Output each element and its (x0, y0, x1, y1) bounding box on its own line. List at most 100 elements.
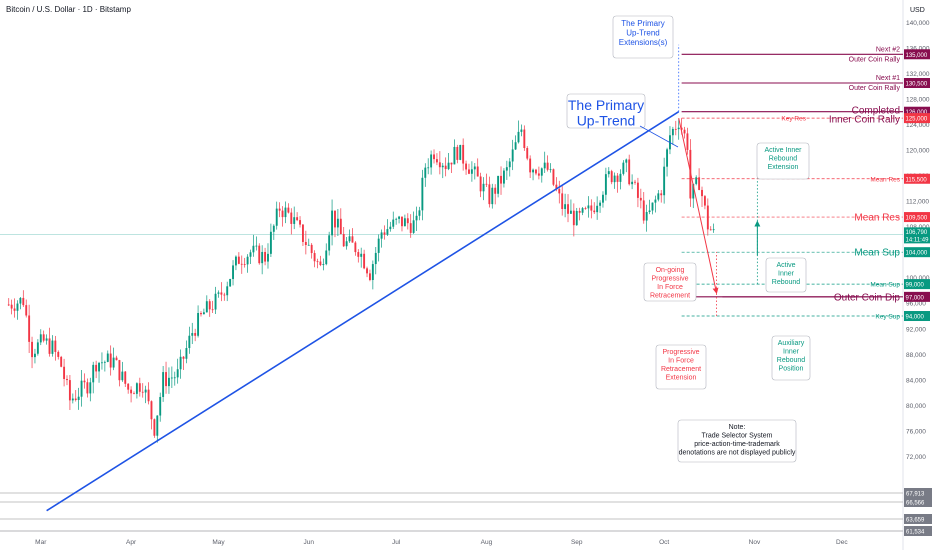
candle-body (293, 217, 296, 224)
primary-uptrend-callout-text: Up-Trend (577, 113, 636, 129)
candle-body (36, 342, 39, 354)
candle-body (162, 372, 165, 397)
candle-body (523, 129, 526, 149)
bottom-level-tag (904, 497, 932, 507)
active-inner-ext-callout-text: Extension (768, 164, 799, 171)
candle-body (77, 396, 80, 401)
candle-body (470, 169, 473, 174)
y-tick-label: 92,000 (906, 326, 926, 333)
candle-body (520, 129, 523, 132)
candle-body (98, 362, 100, 372)
candle-body (398, 216, 401, 219)
retracement-ext-callout-box (655, 344, 707, 390)
candle-body (537, 173, 540, 176)
x-tick-label: Dec (836, 539, 848, 546)
candle-body (296, 217, 299, 221)
active-inner-callout-text: Inner (778, 271, 795, 278)
candle-body (22, 297, 25, 306)
candle-body (357, 252, 360, 257)
candle-body (176, 369, 179, 378)
candle-body (258, 245, 261, 264)
candle-body (497, 175, 500, 194)
candle-body (159, 396, 162, 416)
candle-body (185, 348, 188, 359)
candle-body (502, 170, 505, 184)
x-tick-label: Apr (126, 539, 137, 546)
ongoing-retracement-callout-text: Progressive (652, 276, 689, 283)
note-box-text: price-action-time-trademark (694, 441, 780, 448)
candle-body (485, 183, 488, 185)
candle-body (593, 210, 596, 213)
candle-body (386, 229, 389, 235)
candle-body (267, 253, 269, 262)
candle-body (39, 334, 42, 343)
candle-body (666, 149, 669, 167)
level-name-outer-dip: Outer Coin Dip (834, 292, 901, 303)
candle-body (153, 419, 156, 436)
retracement-arrow (678, 118, 719, 295)
candle-body (226, 286, 229, 296)
x-tick-label: Sep (571, 539, 583, 546)
candle-body (395, 218, 398, 220)
candle-body (237, 256, 240, 264)
candle-body (313, 253, 316, 262)
candle-body (651, 202, 654, 211)
price-tag (904, 279, 930, 290)
last-price-tag (904, 227, 930, 244)
candle-body (511, 149, 514, 162)
candle-body (284, 207, 287, 218)
candle-body (602, 194, 604, 203)
level-label-next2: Outer Coin Rally (849, 56, 901, 63)
candle-body (584, 208, 587, 209)
candle-body (535, 169, 537, 174)
x-tick-label: Aug (481, 539, 493, 546)
candle-body (112, 357, 115, 368)
candle-body (677, 127, 680, 130)
candle-body (374, 252, 377, 265)
price-tag (904, 77, 930, 88)
candle-body (645, 212, 648, 221)
candle-body (328, 235, 331, 251)
y-tick-label: 88,000 (906, 352, 926, 359)
candle-body (418, 210, 421, 216)
x-tick-label: Nov (749, 539, 761, 546)
candle-body (101, 362, 103, 364)
price-tag-label: 94,000 (906, 315, 925, 321)
candle-body (371, 264, 374, 281)
price-tag (904, 106, 930, 117)
primary-uptrend-line (46, 111, 680, 512)
candle-body (194, 333, 197, 336)
candle-body (695, 177, 698, 184)
y-tick-label: 84,000 (906, 377, 926, 384)
candle-body (182, 356, 185, 359)
candle-body (261, 251, 264, 264)
candle-body (604, 174, 607, 195)
y-tick-label: 128,000 (906, 96, 930, 103)
candle-body (543, 162, 546, 169)
note-box-text: Note: (729, 424, 746, 431)
candle-body (354, 242, 357, 253)
y-tick-label: 96,000 (906, 301, 926, 308)
candle-body (243, 264, 246, 265)
candle-body (567, 204, 569, 214)
x-tick-label: Mar (35, 539, 47, 546)
candle-body (45, 338, 48, 341)
price-tag-label: 125,000 (906, 117, 928, 123)
candle-body (488, 184, 491, 205)
candle-body (42, 334, 45, 341)
candle-body (549, 169, 552, 171)
price-tag-label: 99,000 (906, 283, 925, 289)
candle-body (482, 183, 485, 192)
candle-body (465, 163, 468, 170)
candle-body (572, 210, 575, 226)
symbol-title: Bitcoin / U.S. Dollar · 1D · Bitstamp (6, 5, 131, 14)
candle-body (255, 245, 258, 247)
candle-body (564, 204, 567, 209)
candle-body (424, 167, 427, 178)
candle-body (639, 197, 642, 201)
candle-body (150, 401, 153, 420)
candle-body (71, 398, 74, 401)
candle-body (80, 380, 83, 397)
candle-body (575, 210, 578, 226)
